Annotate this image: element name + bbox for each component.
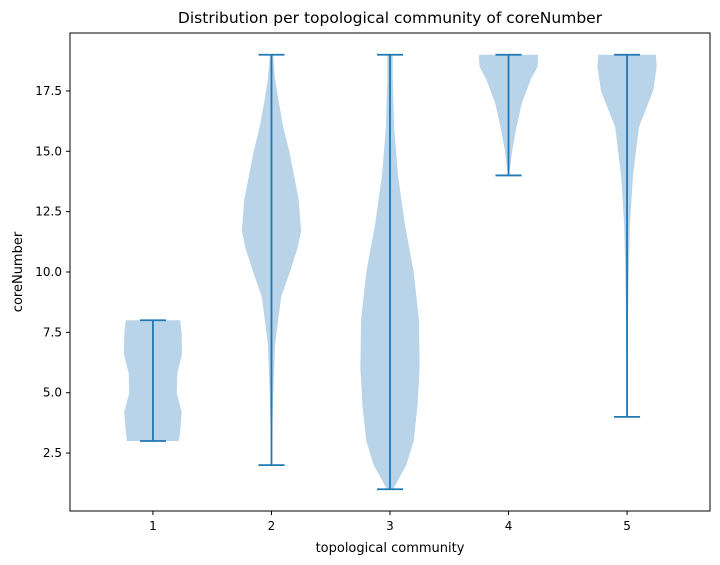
x-tick-label: 2 <box>268 519 276 533</box>
chart-title: Distribution per topological community o… <box>178 9 603 27</box>
y-tick-label: 17.5 <box>35 84 62 98</box>
x-tick-label: 3 <box>386 519 394 533</box>
x-tick-label: 5 <box>623 519 631 533</box>
x-axis-label: topological community <box>316 541 465 556</box>
violin-group <box>123 53 657 491</box>
y-tick-label: 2.5 <box>43 446 62 460</box>
y-tick-label: 5.0 <box>43 386 62 400</box>
y-tick-label: 15.0 <box>35 144 62 158</box>
y-tick-label: 12.5 <box>35 205 62 219</box>
y-tick-label: 10.0 <box>35 265 62 279</box>
x-tick-label: 4 <box>505 519 513 533</box>
y-tick-label: 7.5 <box>43 325 62 339</box>
x-axis: 1 2 3 4 5 <box>149 511 631 533</box>
y-axis-label: coreNumber <box>11 231 26 312</box>
x-tick-label: 1 <box>149 519 157 533</box>
y-axis: 2.5 5.0 7.5 10.0 12.5 15.0 17.5 <box>35 84 70 460</box>
